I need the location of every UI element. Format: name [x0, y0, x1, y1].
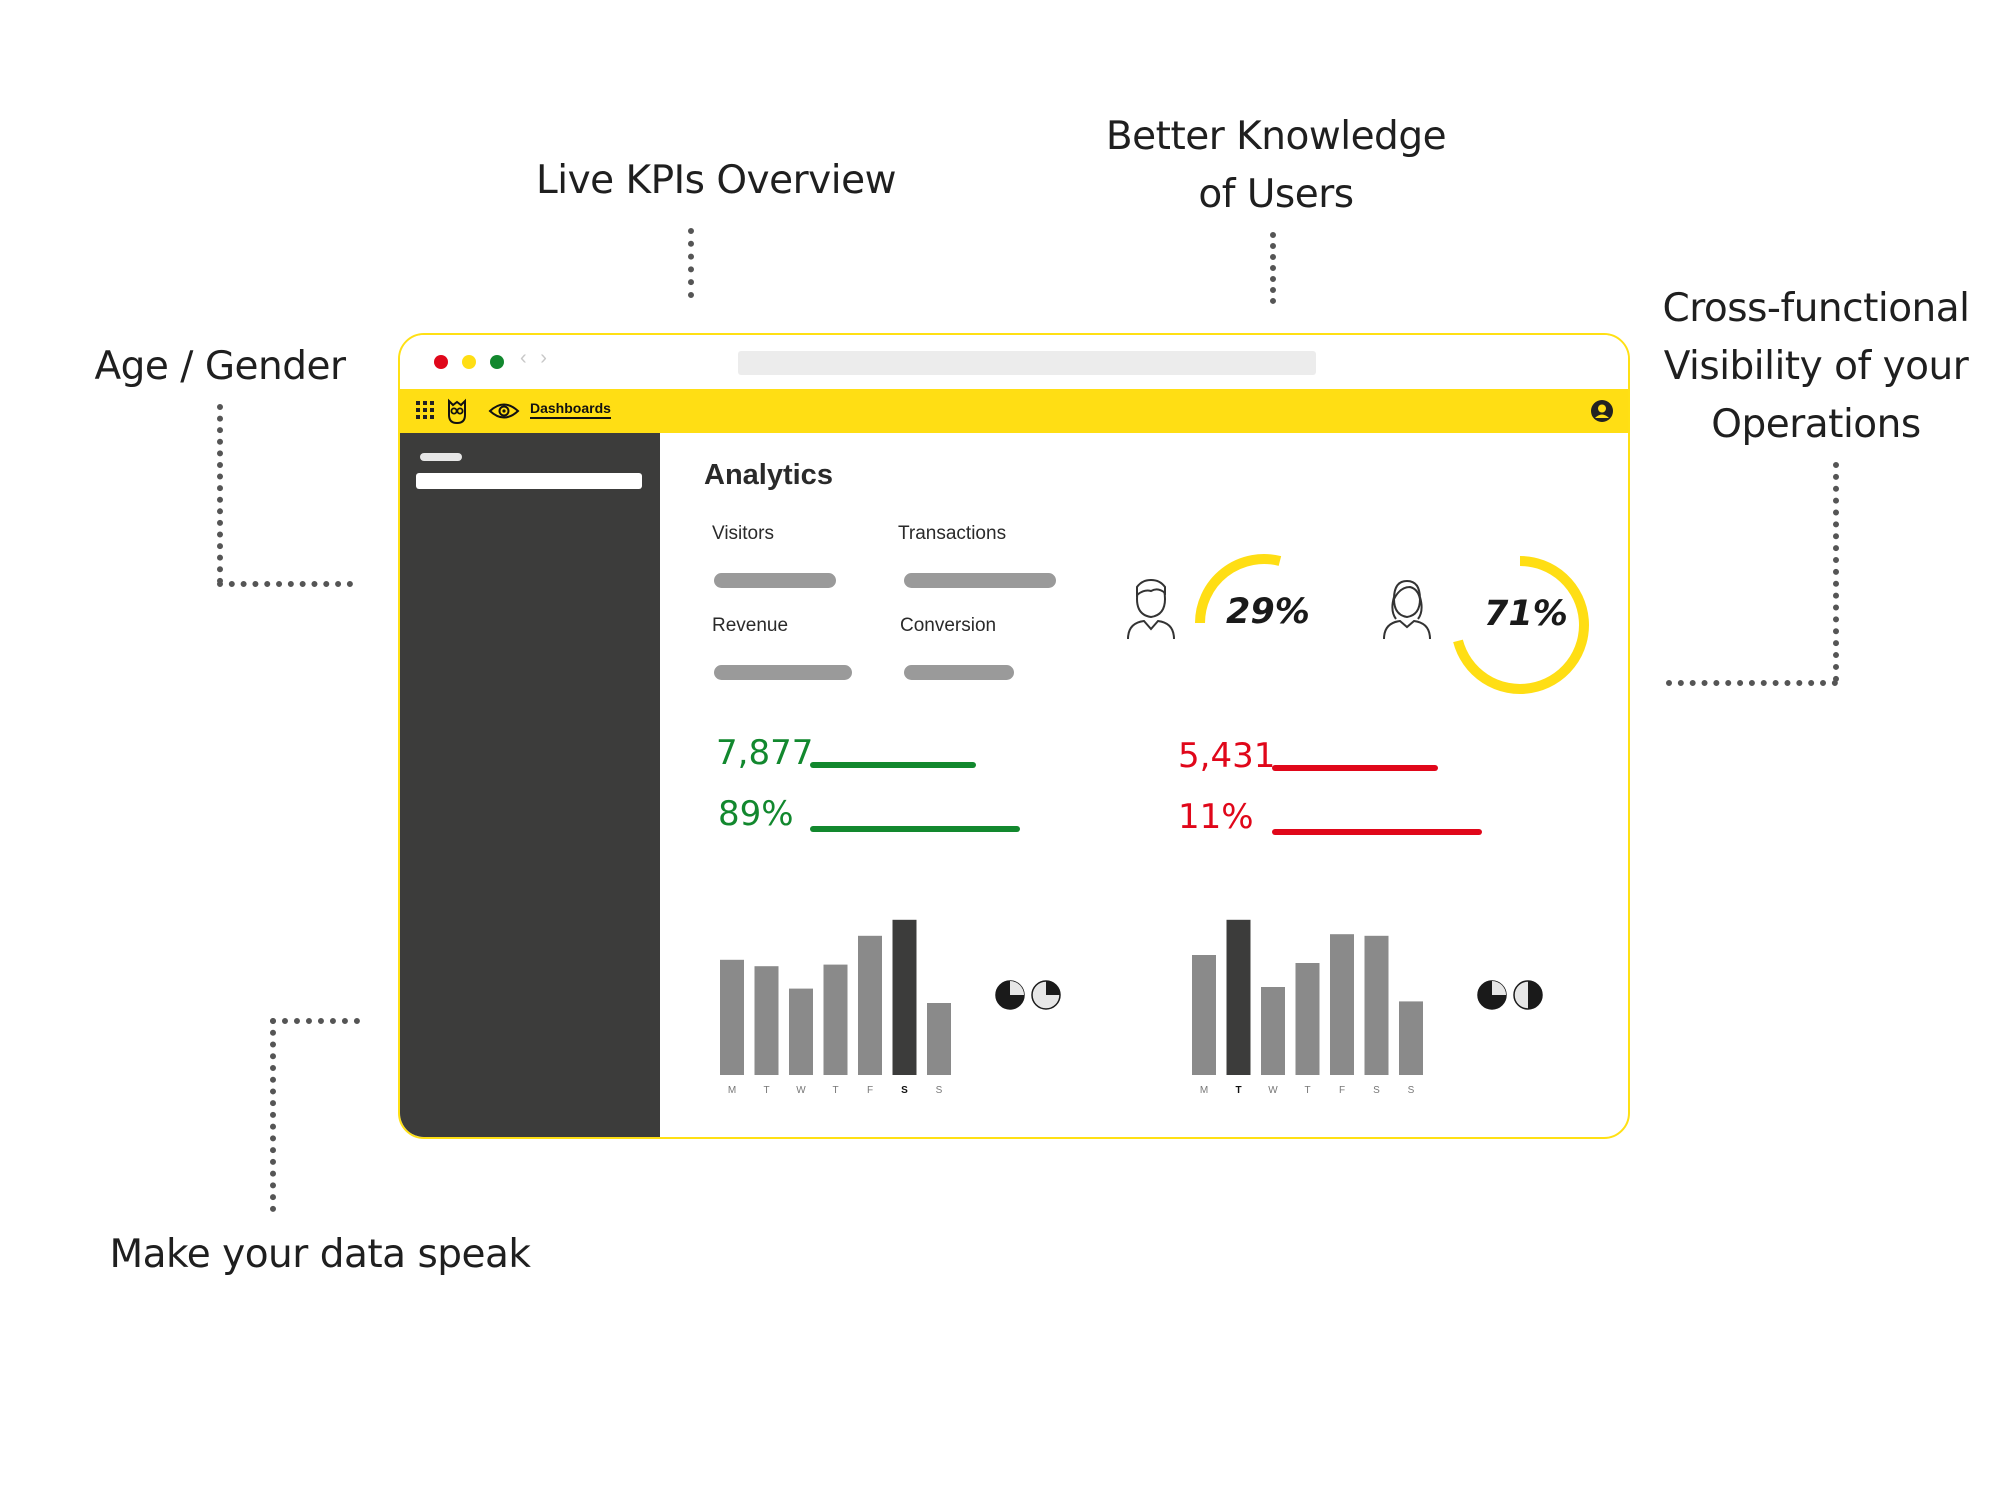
page-title: Analytics [704, 459, 833, 491]
kpi-value-placeholder-conversion [904, 665, 1014, 680]
connector-cross-functional-vertical [1833, 462, 1839, 682]
kpi-label-transactions: Transactions [898, 523, 1007, 544]
bar-5 [892, 919, 917, 1075]
bar-tick-label-5: S [901, 1085, 908, 1096]
negative-stat-percent: 11% [1178, 797, 1254, 837]
connector-better-knowledge [1270, 232, 1276, 304]
connector-cross-functional-horizontal [1666, 680, 1838, 686]
close-window-button[interactable] [434, 355, 448, 369]
bar-tick-label-5: S [1373, 1085, 1380, 1096]
bar-0 [1192, 955, 1216, 1075]
bar-tick-label-0: M [728, 1085, 736, 1096]
mini-pie-0 [995, 980, 1025, 1010]
mini-pie-1 [1031, 980, 1061, 1010]
sidebar [400, 433, 660, 1137]
bar-tick-label-2: W [1268, 1085, 1278, 1096]
female-share-value: 71% [1484, 594, 1568, 634]
connector-live-kpis [688, 228, 694, 298]
positive-percent-line [810, 826, 1020, 832]
maximize-window-button[interactable] [490, 355, 504, 369]
minimize-window-button[interactable] [462, 355, 476, 369]
mini-pie-pair-right [1477, 980, 1543, 1010]
bar-tick-label-4: F [1339, 1085, 1345, 1096]
bar-tick-label-0: M [1200, 1085, 1208, 1096]
mini-pie-pair-left [995, 980, 1061, 1010]
bar-tick-label-6: S [936, 1085, 943, 1096]
bar-1 [1226, 919, 1251, 1075]
bar-6 [1399, 1001, 1423, 1075]
sidebar-item-selected[interactable] [416, 473, 642, 489]
mini-pie-0 [1477, 980, 1507, 1010]
connector-data-speak-horizontal [270, 1018, 360, 1024]
connector-data-speak-vertical [270, 1018, 276, 1212]
bar-5 [1364, 935, 1389, 1075]
kpi-value-placeholder-revenue [714, 665, 852, 680]
bar-4 [1330, 934, 1354, 1075]
bar-tick-label-4: F [867, 1085, 873, 1096]
callout-make-data-speak: Make your data speak [109, 1232, 531, 1277]
bar-tick-label-1: T [1235, 1085, 1241, 1096]
negative-stat-line [1272, 765, 1438, 771]
browser-titlebar: ‹ › [400, 335, 1628, 389]
kpi-label-conversion: Conversion [900, 615, 997, 636]
positive-stat-value: 7,877 [716, 733, 814, 773]
connector-age-gender-horizontal [217, 581, 353, 587]
bar-tick-label-2: W [796, 1085, 806, 1096]
bar-1 [754, 966, 779, 1075]
kpi-label-visitors: Visitors [712, 523, 774, 544]
bar-6 [927, 1003, 951, 1075]
male-share-donut [1195, 554, 1282, 624]
user-account-icon[interactable] [1590, 399, 1614, 423]
male-user-icon [1127, 578, 1175, 640]
address-bar[interactable] [738, 351, 1316, 375]
bar-3 [823, 964, 848, 1075]
apps-grid-icon[interactable] [416, 401, 434, 419]
bar-tick-label-1: T [763, 1085, 769, 1096]
bar-3 [1295, 963, 1320, 1075]
sidebar-header-placeholder [420, 453, 462, 461]
kpi-label-revenue: Revenue [712, 615, 789, 636]
positive-stat-percent: 89% [718, 794, 794, 834]
male-share-value: 29% [1226, 592, 1310, 632]
positive-stat-line [810, 762, 976, 768]
mini-pie-1 [1513, 980, 1543, 1010]
bar-tick-label-6: S [1408, 1085, 1415, 1096]
connector-age-gender-vertical [217, 404, 223, 584]
female-user-icon [1383, 579, 1431, 640]
kpi-value-placeholder-transactions [904, 573, 1056, 588]
bar-tick-label-3: T [1304, 1085, 1310, 1096]
owl-logo-icon[interactable] [446, 397, 468, 425]
back-forward-arrows-icon[interactable]: ‹ › [520, 347, 551, 369]
app-header: Dashboards [400, 389, 1628, 433]
male-share-arc [1195, 554, 1282, 624]
main-content: Analytics Visitors Transactions Revenue … [660, 433, 1628, 1137]
female-share-donut [1453, 556, 1589, 694]
callout-better-knowledge: Better Knowledge of Users [1105, 114, 1447, 217]
bar-4 [858, 935, 882, 1075]
nav-link-dashboards[interactable]: Dashboards [530, 400, 611, 419]
bar-2 [789, 988, 813, 1075]
browser-window: ‹ › Dashboards Analytics Visitors [398, 333, 1630, 1139]
bar-tick-label-3: T [832, 1085, 838, 1096]
bar-0 [720, 959, 744, 1075]
callout-cross-functional: Cross-functional Visibility of your Oper… [1662, 286, 1970, 447]
eye-icon [488, 403, 520, 419]
kpi-value-placeholder-visitors [714, 573, 836, 588]
negative-percent-line [1272, 829, 1482, 835]
callout-live-kpis: Live KPIs Overview [536, 158, 896, 203]
female-share-arc [1453, 556, 1589, 694]
callout-age-gender: Age / Gender [94, 344, 346, 389]
bar-2 [1261, 987, 1285, 1075]
negative-stat-value: 5,431 [1178, 736, 1276, 776]
